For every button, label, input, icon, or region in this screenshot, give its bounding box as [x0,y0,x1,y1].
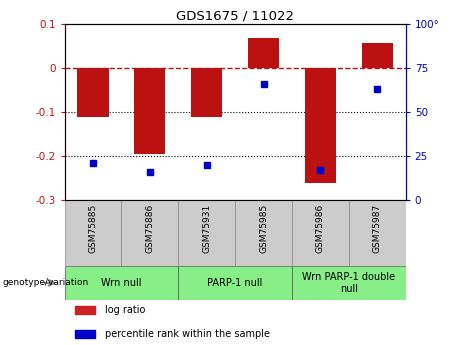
Text: PARP-1 null: PARP-1 null [207,278,263,288]
Bar [75,306,95,314]
Title: GDS1675 / 11022: GDS1675 / 11022 [176,10,294,23]
Text: Wrn PARP-1 double
null: Wrn PARP-1 double null [302,272,396,294]
Bar [361,43,393,68]
Bar [134,68,165,154]
Bar [121,200,178,266]
Bar [178,266,292,300]
Text: percentile rank within the sample: percentile rank within the sample [106,329,271,339]
Bar [305,68,336,183]
Bar [65,266,178,300]
Bar [349,200,406,266]
Bar [191,68,222,117]
Bar [77,68,109,117]
Text: GSM75986: GSM75986 [316,203,325,253]
Text: GSM75885: GSM75885 [89,203,97,253]
Bar [178,200,235,266]
Text: GSM75931: GSM75931 [202,203,211,253]
Text: genotype/variation: genotype/variation [2,278,89,287]
Bar [65,200,121,266]
Text: GSM75985: GSM75985 [259,203,268,253]
Bar [248,38,279,68]
Text: GSM75886: GSM75886 [145,203,154,253]
Text: Wrn null: Wrn null [101,278,142,288]
Text: GSM75987: GSM75987 [373,203,382,253]
Bar [292,200,349,266]
Bar [292,266,406,300]
Bar [75,330,95,338]
Bar [235,200,292,266]
Text: log ratio: log ratio [106,305,146,315]
